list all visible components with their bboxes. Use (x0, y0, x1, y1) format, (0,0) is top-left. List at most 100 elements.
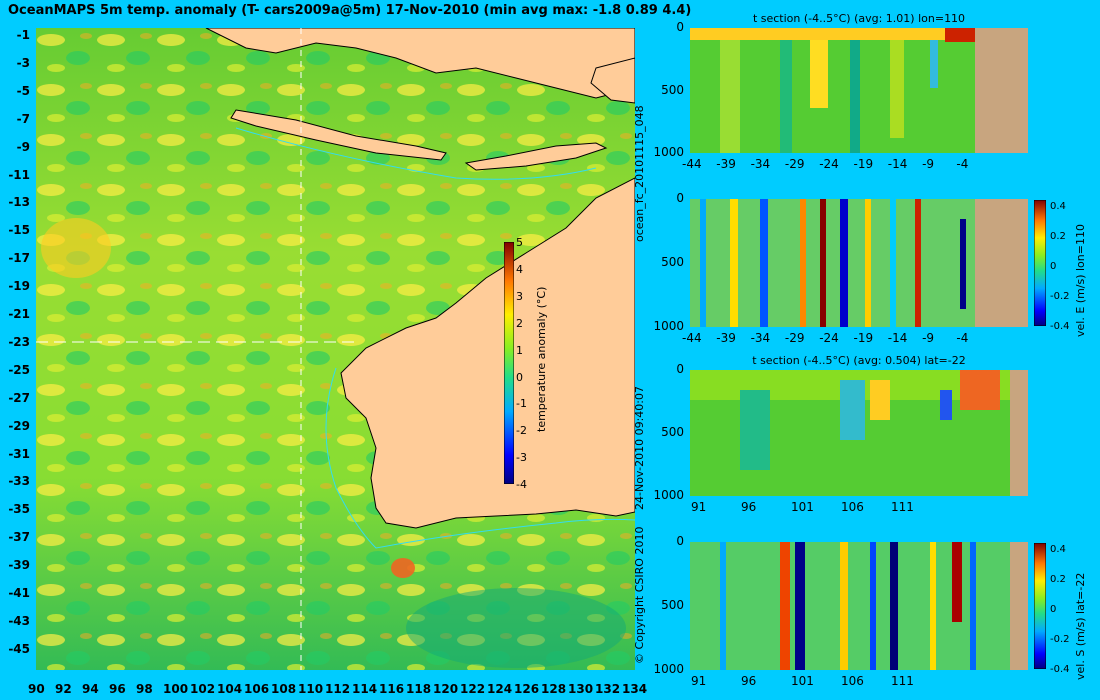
latitude-tick-label: -25 (8, 362, 30, 377)
longitude-tick-label: 98 (136, 682, 153, 696)
temperature-anomaly-map[interactable] (36, 28, 635, 670)
java-land (230, 109, 447, 161)
main-title: OceanMAPS 5m temp. anomaly (T- cars2009a… (8, 3, 692, 18)
longitude-tick-label: 94 (82, 682, 99, 696)
panel-4-y-tick: 0 (676, 534, 684, 548)
panel-1-x-tick: -4 (956, 157, 969, 171)
longitude-tick-label: 104 (217, 682, 243, 696)
latitude-tick-label: -37 (8, 530, 30, 545)
longitude-tick-label: 120 (433, 682, 459, 696)
section-panel-2[interactable] (690, 199, 1028, 327)
latitude-tick-label: -13 (8, 195, 30, 210)
panel-1-x-tick: -39 (716, 157, 736, 171)
panel-4-y-tick: 500 (661, 598, 684, 612)
panel-2-colorbar-tick: 0.2 (1050, 231, 1066, 242)
longitude-tick-label: 114 (352, 682, 378, 696)
panel-3-title: t section (-4..5°C) (avg: 0.504) lat=-22 (752, 354, 966, 367)
panel-2-colorbar-tick: 0.4 (1050, 201, 1066, 212)
latitude-tick-label: -1 (16, 28, 30, 42)
cool-anomaly-south (406, 588, 626, 668)
panel-4-x-tick: 91 (691, 674, 707, 688)
map-colorbar-tick: 2 (516, 316, 523, 330)
latitude-tick-label: -15 (8, 223, 30, 238)
panel-4-colorbar (1034, 543, 1046, 669)
panel-4-x-tick: 106 (841, 674, 864, 688)
warm-anomaly-south (391, 558, 415, 578)
panel-2-x-tick: -19 (853, 331, 874, 345)
latitude-tick-label: -45 (8, 641, 30, 656)
panel-4-colorbar-tick: -0.2 (1050, 634, 1070, 645)
panel-1-title: t section (-4..5°C) (avg: 1.01) lon=110 (752, 12, 966, 25)
panel-3-x-tick: 96 (741, 500, 757, 514)
panel-2-x-tick: -4 (956, 331, 969, 345)
panel-2-x-tick: -29 (784, 331, 805, 345)
latitude-tick-label: -7 (16, 111, 30, 126)
latitude-tick-label: -35 (8, 502, 30, 517)
panel-1-x-tick: -14 (887, 157, 908, 171)
panel-3-y-tick: 0 (676, 362, 684, 376)
map-colorbar-tick: 5 (516, 236, 523, 249)
section-panel-4[interactable] (690, 542, 1028, 670)
longitude-tick-label: 130 (568, 682, 594, 696)
longitude-tick-label: 102 (190, 682, 216, 696)
panel-3-x-tick: 101 (791, 500, 814, 514)
panel-1-x-tick: -34 (750, 157, 771, 171)
longitude-tick-label: 128 (541, 682, 567, 696)
map-colorbar-tick: -2 (516, 424, 527, 438)
longitude-tick-label: 126 (514, 682, 540, 696)
longitude-tick-label: 112 (325, 682, 351, 696)
longitude-tick-label: 116 (379, 682, 405, 696)
panel-2-x-tick: -34 (750, 331, 771, 345)
map-colorbar-tick: -1 (516, 397, 527, 411)
panel-2-y-tick: 500 (661, 255, 684, 269)
latitude-tick-label: -29 (8, 418, 30, 433)
latitude-tick-label: -43 (8, 613, 30, 628)
longitude-tick-label: 90 (28, 682, 45, 696)
longitude-tick-label: 96 (109, 682, 126, 696)
panel-2-x-tick: -39 (716, 331, 736, 345)
longitude-tick-label: 132 (595, 682, 621, 696)
panel-4-colorbar-tick: 0 (1050, 604, 1057, 615)
panel-2-y-tick: 0 (676, 191, 684, 205)
map-colorbar-tick: -4 (516, 478, 527, 492)
latitude-tick-label: -3 (16, 55, 30, 70)
panel-2-x-tick: -9 (922, 331, 935, 345)
panel-2-x-tick: -44 (682, 331, 702, 345)
bathymetry-contour (235, 127, 597, 180)
map-colorbar-tick: 0 (516, 370, 523, 384)
panel-1-x-tick: -29 (784, 157, 805, 171)
latitude-tick-label: -17 (8, 251, 30, 266)
latitude-tick-label: -41 (8, 586, 30, 600)
latitude-tick-label: -5 (16, 83, 30, 98)
map-colorbar (504, 242, 514, 484)
panel-4-colorbar-tick: -0.4 (1050, 664, 1070, 675)
panel-2-x-tick: -14 (887, 331, 908, 345)
panel-4-y-tick: 1000 (653, 662, 684, 676)
longitude-tick-label: 124 (487, 682, 513, 696)
panel-3-x-tick: 91 (691, 500, 707, 514)
map-colorbar-tick: 1 (516, 343, 523, 357)
longitude-tick-label: 122 (460, 682, 486, 696)
panel-2-colorbar-tick: 0 (1050, 261, 1057, 272)
longitude-tick-label: 134 (622, 682, 648, 696)
australia-land (340, 177, 635, 529)
section-panel-3[interactable] (690, 370, 1028, 496)
panel-4-x-tick: 96 (741, 674, 757, 688)
panel-4-colorbar-tick: 0.2 (1050, 574, 1066, 585)
section-panel-1[interactable] (690, 28, 1028, 153)
panel-1-x-tick: -44 (682, 157, 702, 171)
timor-land (464, 142, 608, 171)
latitude-tick-label: -19 (8, 279, 30, 294)
panel-2-colorbar (1034, 200, 1046, 326)
panel-2-x-tick: -24 (819, 331, 839, 345)
map-colorbar-label: temperature anomaly (°C) (535, 286, 548, 432)
latitude-tick-label: -11 (8, 167, 30, 182)
panel-1-y-tick: 500 (661, 82, 684, 97)
panel-3-x-tick: 106 (841, 500, 864, 514)
longitude-tick-label: 92 (55, 682, 72, 696)
panel-3-x-tick: 111 (891, 500, 914, 514)
new-guinea-land (590, 57, 635, 104)
panel-2-colorbar-tick: -0.2 (1050, 291, 1070, 302)
panel-4-colorbar-label: vel. S (m/s) lat=-22 (1074, 572, 1087, 680)
latitude-tick-label: -27 (8, 390, 30, 405)
